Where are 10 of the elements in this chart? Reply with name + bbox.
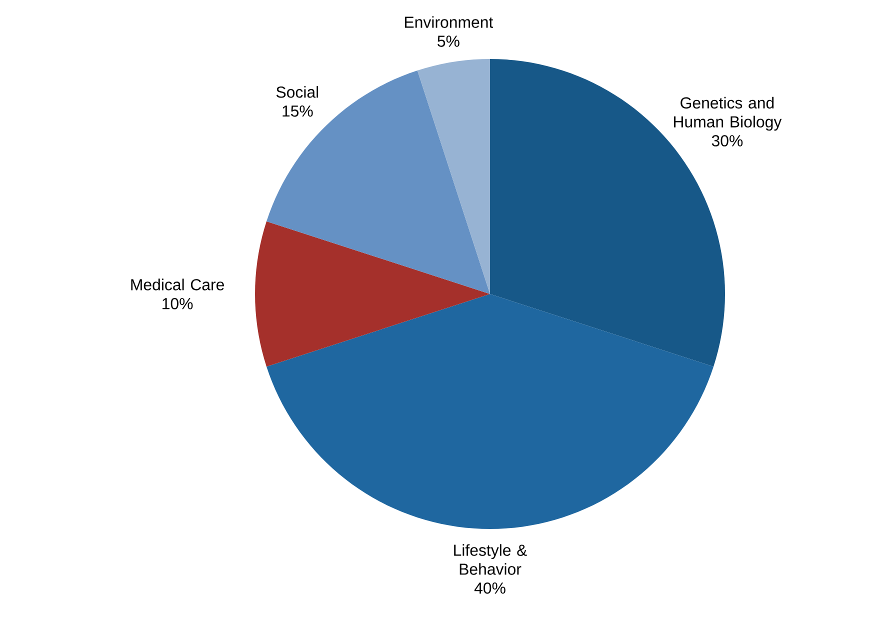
data-label: 5% (438, 36, 460, 47)
slice-label: Social (276, 86, 318, 98)
data-label: 10% (162, 298, 193, 310)
slice-label: Environment (405, 16, 494, 28)
slice-label: Lifestyle & Behavior (454, 544, 527, 575)
slice-label: Medical Care (131, 278, 224, 290)
data-label: 15% (282, 105, 313, 117)
slice-label: Genetics and Human Biology (674, 96, 782, 131)
data-label: 40% (474, 582, 506, 594)
data-label: 30% (712, 135, 743, 146)
